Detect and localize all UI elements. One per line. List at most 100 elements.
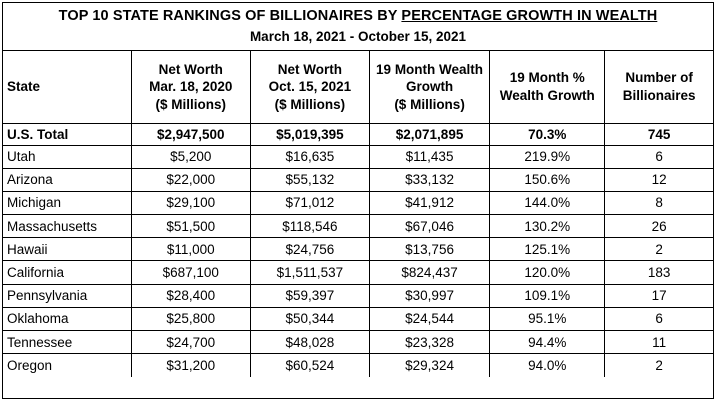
value-cell: $29,100 bbox=[131, 191, 251, 216]
value-cell: $22,000 bbox=[131, 168, 251, 192]
value-cell: $59,397 bbox=[250, 284, 370, 308]
value-cell: 2 bbox=[655, 358, 663, 374]
value-cell: $5,200 bbox=[131, 145, 251, 169]
value-cell: $24,544 bbox=[369, 307, 491, 332]
state-name-cell: Pennsylvania bbox=[3, 284, 132, 308]
table-title-prefix: TOP 10 STATE RANKINGS OF BILLIONAIRES BY bbox=[58, 8, 402, 24]
value-cell: $28,400 bbox=[131, 284, 251, 308]
header-row: State Net Worth Mar. 18, 2020 ($ Millions) N… bbox=[3, 51, 713, 124]
column-header-line: Net Worth bbox=[277, 61, 343, 77]
value-cell: 120.0% bbox=[489, 260, 606, 285]
value-cell: $824,437 bbox=[369, 260, 491, 285]
state-name-cell: Oregon bbox=[3, 353, 132, 377]
column-header: 19 Month % Wealth Growth bbox=[489, 51, 606, 124]
value-cell: 17 bbox=[604, 284, 713, 308]
value-cell: $1,511,537 bbox=[250, 260, 370, 285]
value-cell: $5,019,395 bbox=[250, 123, 370, 146]
column-header-line: ($ Millions) bbox=[394, 96, 465, 112]
value-cell: $33,132 bbox=[369, 168, 491, 192]
value-cell: $118,546 bbox=[250, 214, 370, 239]
state-name-cell: U.S. Total bbox=[3, 123, 132, 146]
column-header-line: Growth bbox=[405, 79, 454, 94]
value-cell: 144.0% bbox=[489, 191, 606, 216]
value-cell: $25,800 bbox=[131, 307, 251, 332]
value-cell: $16,635 bbox=[250, 145, 370, 169]
value-cell: 70.3% bbox=[489, 123, 606, 146]
state-name-cell: Massachusetts bbox=[3, 214, 132, 239]
value-cell: 12 bbox=[604, 168, 713, 192]
value-cell: $71,012 bbox=[250, 191, 370, 216]
value-cell: $687,100 bbox=[131, 260, 251, 285]
column-header-line: Net Worth bbox=[158, 61, 223, 77]
value-cell: $55,132 bbox=[250, 168, 370, 192]
table-row: Tennessee $24,700 $48,028 $23,328 94.4% 11 bbox=[3, 330, 713, 355]
value-cell: $2,947,500 bbox=[131, 123, 251, 146]
column-header-line: 19 Month % bbox=[509, 70, 585, 86]
table-row: Oregon $31,200 $60,524 $29,324 94.0% 2 bbox=[3, 353, 713, 377]
value-cell: 26 bbox=[604, 214, 713, 239]
table-row: Arizona $22,000 $55,132 $33,132 150.6% 12 bbox=[3, 168, 713, 192]
value-cell: $29,324 bbox=[369, 353, 491, 377]
value-cell: $48,028 bbox=[250, 330, 370, 355]
state-name-cell: California bbox=[3, 260, 132, 285]
state-name-cell: Arizona bbox=[3, 168, 132, 192]
table-row: Massachusetts $51,500 $118,546 $67,046 130.2… bbox=[3, 214, 713, 239]
table-row: Utah $5,200 $16,635 $11,435 219.9% 6 bbox=[3, 145, 713, 169]
state-name-cell: Michigan bbox=[3, 191, 132, 216]
column-header: State bbox=[3, 51, 132, 124]
value-cell: $11,000 bbox=[131, 237, 251, 262]
column-header-line: Number of bbox=[625, 70, 693, 86]
column-header: Net Worth Oct. 15, 2021 ($ Millions) bbox=[250, 51, 370, 124]
value-cell: $50,344 bbox=[250, 307, 370, 332]
table-row: California $687,100 $1,511,537 $824,437 120.… bbox=[3, 260, 713, 285]
value-cell: $60,524 bbox=[250, 353, 370, 377]
column-header-line: Wealth Growth bbox=[499, 87, 595, 103]
column-header-line: ($ Millions) bbox=[155, 96, 227, 112]
value-cell: $13,756 bbox=[369, 237, 491, 262]
column-header: Number of Billionaires bbox=[604, 51, 713, 124]
column-header-line: 19 Month Wealth bbox=[376, 61, 484, 77]
value-cell: 745 bbox=[604, 123, 713, 146]
value-cell: 109.1% bbox=[489, 284, 606, 308]
value-cell: 2 bbox=[604, 237, 713, 262]
value-cell: 125.1% bbox=[489, 237, 606, 262]
value-cell: $24,756 bbox=[250, 237, 370, 262]
value-cell: 11 bbox=[604, 330, 713, 355]
us-total-row: U.S. Total $2,947,500 $5,019,395 $2,071,895… bbox=[3, 123, 713, 146]
table-row: Oklahoma $25,800 $50,344 $24,544 95.1% 6 bbox=[3, 307, 713, 332]
column-header-line: Billionaires bbox=[622, 87, 696, 103]
table-title: TOP 10 STATE RANKINGS OF BILLIONAIRES BY… bbox=[3, 3, 713, 25]
value-cell: 94.4% bbox=[489, 330, 606, 355]
value-cell: $30,997 bbox=[369, 284, 491, 308]
value-cell: 94.0% bbox=[489, 353, 606, 377]
value-cell: 6 bbox=[604, 145, 713, 169]
value-cell: 150.6% bbox=[489, 168, 606, 192]
column-header-line: State bbox=[7, 79, 41, 94]
value-cell: $23,328 bbox=[369, 330, 491, 355]
column-header-line: Mar. 18, 2020 bbox=[149, 79, 233, 94]
state-name-cell: Hawaii bbox=[3, 237, 132, 262]
billionaire-rankings-table-frame: TOP 10 STATE RANKINGS OF BILLIONAIRES BY… bbox=[2, 2, 714, 399]
value-cell: $2,071,895 bbox=[369, 123, 491, 146]
value-cell: 95.1% bbox=[489, 307, 606, 332]
value-cell: 8 bbox=[604, 191, 713, 216]
value-cell: $24,700 bbox=[131, 330, 251, 355]
column-header-line: ($ Millions) bbox=[274, 96, 346, 112]
value-cell: $67,046 bbox=[369, 214, 491, 239]
table-row: Pennsylvania $28,400 $59,397 $30,997 109.1% 1… bbox=[3, 284, 713, 308]
value-cell: $51,500 bbox=[131, 214, 251, 239]
value-cell: 183 bbox=[604, 260, 713, 285]
value-cell: $41,912 bbox=[369, 191, 491, 216]
rankings-table: State Net Worth Mar. 18, 2020 ($ Millions) N… bbox=[3, 51, 713, 377]
value-cell: $11,435 bbox=[369, 145, 491, 169]
state-name-cell: Oklahoma bbox=[3, 307, 132, 332]
column-header: Net Worth Mar. 18, 2020 ($ Millions) bbox=[131, 51, 251, 124]
value-cell: 130.2% bbox=[489, 214, 606, 239]
title-block: TOP 10 STATE RANKINGS OF BILLIONAIRES BY… bbox=[3, 3, 713, 51]
column-header-line: Oct. 15, 2021 bbox=[268, 79, 352, 94]
column-header: 19 Month Wealth Growth ($ Millions) bbox=[369, 51, 491, 124]
value-cell: 219.9% bbox=[489, 145, 606, 169]
table-row: Hawaii $11,000 $24,756 $13,756 125.1% 2 bbox=[3, 237, 713, 262]
table-body: U.S. Total $2,947,500 $5,019,395 $2,071,895… bbox=[3, 123, 713, 377]
state-name-cell: Utah bbox=[3, 145, 132, 169]
